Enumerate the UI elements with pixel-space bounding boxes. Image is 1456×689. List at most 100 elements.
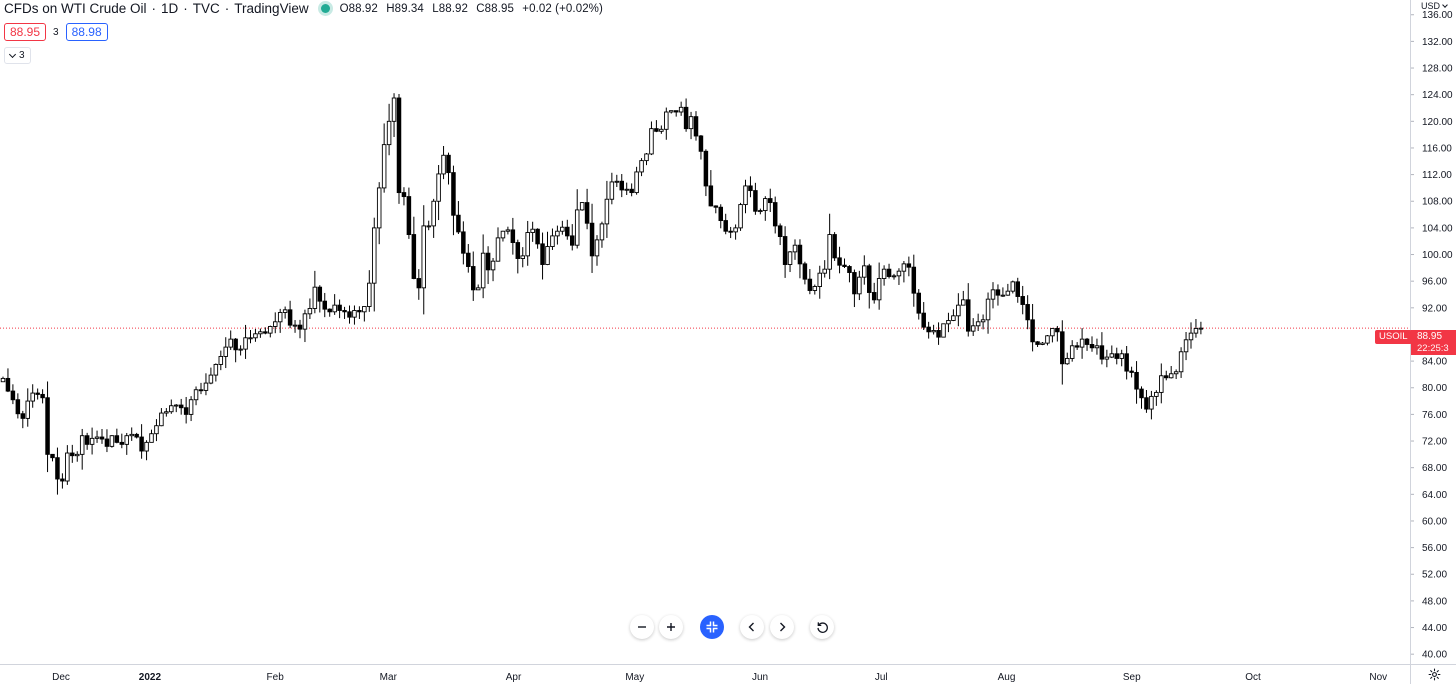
zoom-in-button[interactable] — [659, 615, 683, 639]
candle — [170, 406, 174, 412]
minus-icon — [636, 621, 648, 633]
expand-arrows-icon — [705, 620, 719, 634]
candle — [1031, 320, 1035, 342]
candle — [546, 247, 550, 265]
market-open-dot-icon — [321, 4, 330, 13]
candle — [125, 436, 129, 445]
candle — [694, 117, 698, 136]
legend-separator: · — [225, 1, 230, 16]
candle — [353, 310, 357, 317]
candle — [719, 207, 723, 220]
time-tick-label: Jun — [752, 672, 768, 683]
candle — [863, 266, 867, 277]
candle — [100, 437, 104, 439]
candle — [556, 231, 560, 236]
candle — [382, 145, 386, 188]
legend-interval[interactable]: 1D — [161, 1, 178, 16]
time-tick-label: Sep — [1123, 672, 1141, 683]
ohlc-close: C88.95 — [476, 3, 514, 15]
candle — [848, 267, 852, 273]
candle — [585, 203, 589, 224]
candlestick-chart[interactable] — [0, 0, 1410, 664]
zoom-out-button[interactable] — [630, 615, 654, 639]
candle — [160, 413, 164, 426]
candle — [105, 439, 109, 446]
candle — [204, 383, 208, 390]
candle — [783, 237, 787, 265]
candle — [1189, 333, 1193, 340]
symbol-name[interactable]: CFDs on WTI Crude Oil — [4, 1, 147, 16]
time-tick-label: Mar — [380, 672, 398, 683]
candle — [214, 364, 218, 375]
time-tick-label: Aug — [998, 672, 1016, 683]
price-tick-label: 132.00 — [1422, 37, 1453, 48]
chart-pane[interactable] — [0, 0, 1410, 664]
candle — [368, 283, 372, 306]
price-tick-label: 60.00 — [1422, 516, 1447, 527]
candle — [511, 230, 515, 243]
price-tick-label: 108.00 — [1422, 197, 1453, 208]
candle — [363, 306, 367, 311]
indicators-toggle-button[interactable]: 3 — [4, 47, 31, 64]
candle — [377, 188, 381, 228]
price-tick-label: 112.00 — [1422, 170, 1452, 181]
candle — [209, 375, 213, 383]
candle — [966, 300, 970, 331]
candle — [481, 253, 485, 288]
price-tick-label: 64.00 — [1422, 490, 1447, 501]
scroll-right-button[interactable] — [770, 615, 794, 639]
candle — [259, 332, 263, 334]
chevron-down-icon — [9, 50, 16, 57]
price-tick-label: 44.00 — [1422, 623, 1447, 634]
candle — [853, 273, 857, 294]
price-tick-label: 120.00 — [1422, 117, 1453, 128]
reset-chart-button[interactable] — [810, 615, 834, 639]
candle — [467, 253, 471, 266]
symbol-legend: CFDs on WTI Crude Oil · 1D · TVC · Tradi… — [4, 1, 608, 16]
price-tick-label: 96.00 — [1422, 277, 1447, 288]
candle — [813, 287, 817, 291]
time-axis[interactable]: Dec 2022 Feb Mar Apr May Jun Jul Aug Sep Oct Nov — [0, 664, 1410, 684]
ohlc-change: +0.02 (+0.02%) — [522, 3, 603, 15]
candle — [318, 287, 322, 301]
candle — [600, 224, 604, 240]
candle — [1026, 304, 1030, 319]
currency-selector[interactable]: USD — [1421, 1, 1447, 11]
candle — [580, 203, 584, 210]
candle — [595, 240, 599, 256]
candle — [1130, 371, 1134, 372]
candle — [140, 437, 144, 451]
candle — [1140, 389, 1144, 398]
candle — [808, 279, 812, 290]
candle — [927, 327, 931, 332]
candle — [219, 356, 223, 364]
ohlc-values: O88.92 H89.34 L88.92 C88.95 +0.02 (+0.02… — [340, 3, 608, 15]
candle — [476, 288, 480, 290]
chart-settings-button[interactable] — [1410, 664, 1456, 684]
candle — [273, 322, 277, 327]
candle — [130, 434, 134, 435]
candle — [872, 292, 876, 299]
candle — [150, 434, 154, 443]
sell-button[interactable]: 88.95 — [4, 23, 46, 41]
trade-buttons: 88.95 3 88.98 — [4, 23, 108, 41]
candle — [501, 231, 505, 238]
candle — [689, 117, 693, 129]
buy-button[interactable]: 88.98 — [66, 23, 108, 41]
candle — [803, 264, 807, 279]
candle — [605, 199, 609, 224]
candle — [165, 412, 169, 413]
candle — [551, 236, 555, 247]
last-price-label: 88.95 22:25:3 — [1411, 330, 1456, 355]
reset-scale-button[interactable] — [700, 615, 724, 639]
time-tick-label: Dec — [52, 672, 70, 683]
candle — [610, 182, 614, 199]
candle — [981, 320, 985, 322]
candle — [120, 442, 124, 444]
chevron-right-icon — [776, 621, 788, 633]
scroll-left-button[interactable] — [740, 615, 764, 639]
candle — [41, 394, 45, 397]
candle — [526, 233, 530, 256]
ohlc-open: O88.92 — [340, 3, 378, 15]
candle — [1135, 372, 1139, 389]
